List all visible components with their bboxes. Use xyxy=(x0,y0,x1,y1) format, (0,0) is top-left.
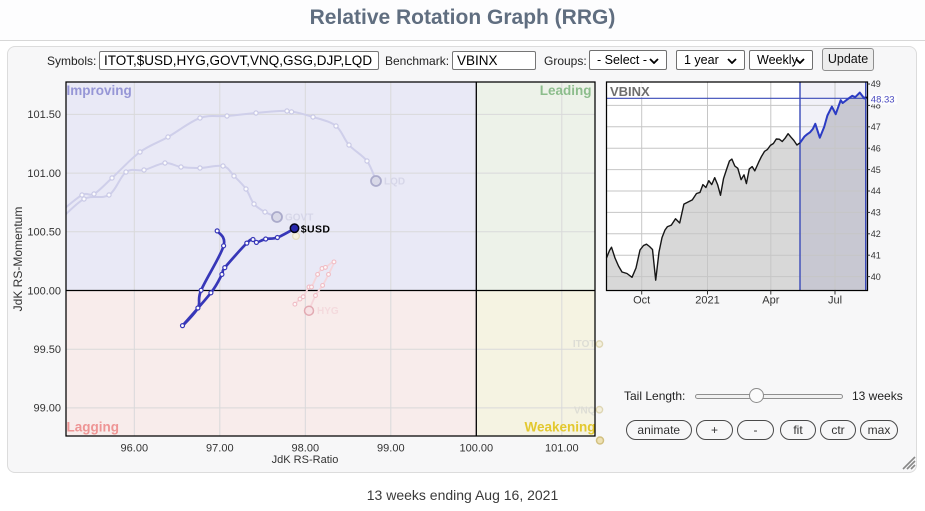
svg-text:100.00: 100.00 xyxy=(459,443,493,455)
svg-text:100.50: 100.50 xyxy=(27,227,61,239)
svg-text:46: 46 xyxy=(871,143,881,153)
svg-text:Oct: Oct xyxy=(633,295,650,307)
svg-text:48: 48 xyxy=(871,101,881,111)
svg-text:Weakening: Weakening xyxy=(524,420,595,435)
svg-text:Jul: Jul xyxy=(828,295,842,307)
svg-text:99.00: 99.00 xyxy=(377,443,405,455)
svg-text:GOVT: GOVT xyxy=(285,213,313,224)
svg-text:47: 47 xyxy=(871,122,881,132)
svg-text:VNQ: VNQ xyxy=(574,406,596,417)
svg-text:99.00: 99.00 xyxy=(33,403,61,415)
svg-text:100.00: 100.00 xyxy=(27,285,61,297)
svg-text:44: 44 xyxy=(871,186,881,196)
svg-text:VBINX: VBINX xyxy=(610,84,650,99)
svg-text:40: 40 xyxy=(871,272,881,282)
svg-text:Leading: Leading xyxy=(540,83,592,98)
svg-text:43: 43 xyxy=(871,208,881,218)
svg-text:101.50: 101.50 xyxy=(27,109,61,121)
svg-text:45: 45 xyxy=(871,165,881,175)
svg-text:JdK RS-Ratio: JdK RS-Ratio xyxy=(272,454,339,466)
svg-text:ITOT: ITOT xyxy=(573,339,596,350)
svg-text:42: 42 xyxy=(871,229,881,239)
svg-text:99.50: 99.50 xyxy=(33,344,61,356)
svg-text:96.00: 96.00 xyxy=(121,443,149,455)
svg-text:LQD: LQD xyxy=(384,177,405,188)
svg-text:Lagging: Lagging xyxy=(67,420,120,435)
svg-text:Improving: Improving xyxy=(67,83,132,98)
svg-text:41: 41 xyxy=(871,250,881,260)
svg-text:101.00: 101.00 xyxy=(27,168,61,180)
svg-text:HYG: HYG xyxy=(317,306,339,317)
svg-text:98.00: 98.00 xyxy=(292,443,320,455)
svg-text:97.00: 97.00 xyxy=(206,443,234,455)
svg-text:49: 49 xyxy=(871,79,881,89)
svg-text:2021: 2021 xyxy=(695,295,719,307)
svg-text:48.33: 48.33 xyxy=(871,95,895,106)
svg-text:Apr: Apr xyxy=(762,295,779,307)
svg-text:101.00: 101.00 xyxy=(545,443,579,455)
svg-text:JdK RS-Momentum: JdK RS-Momentum xyxy=(11,207,25,312)
svg-text:$USD: $USD xyxy=(301,223,331,235)
